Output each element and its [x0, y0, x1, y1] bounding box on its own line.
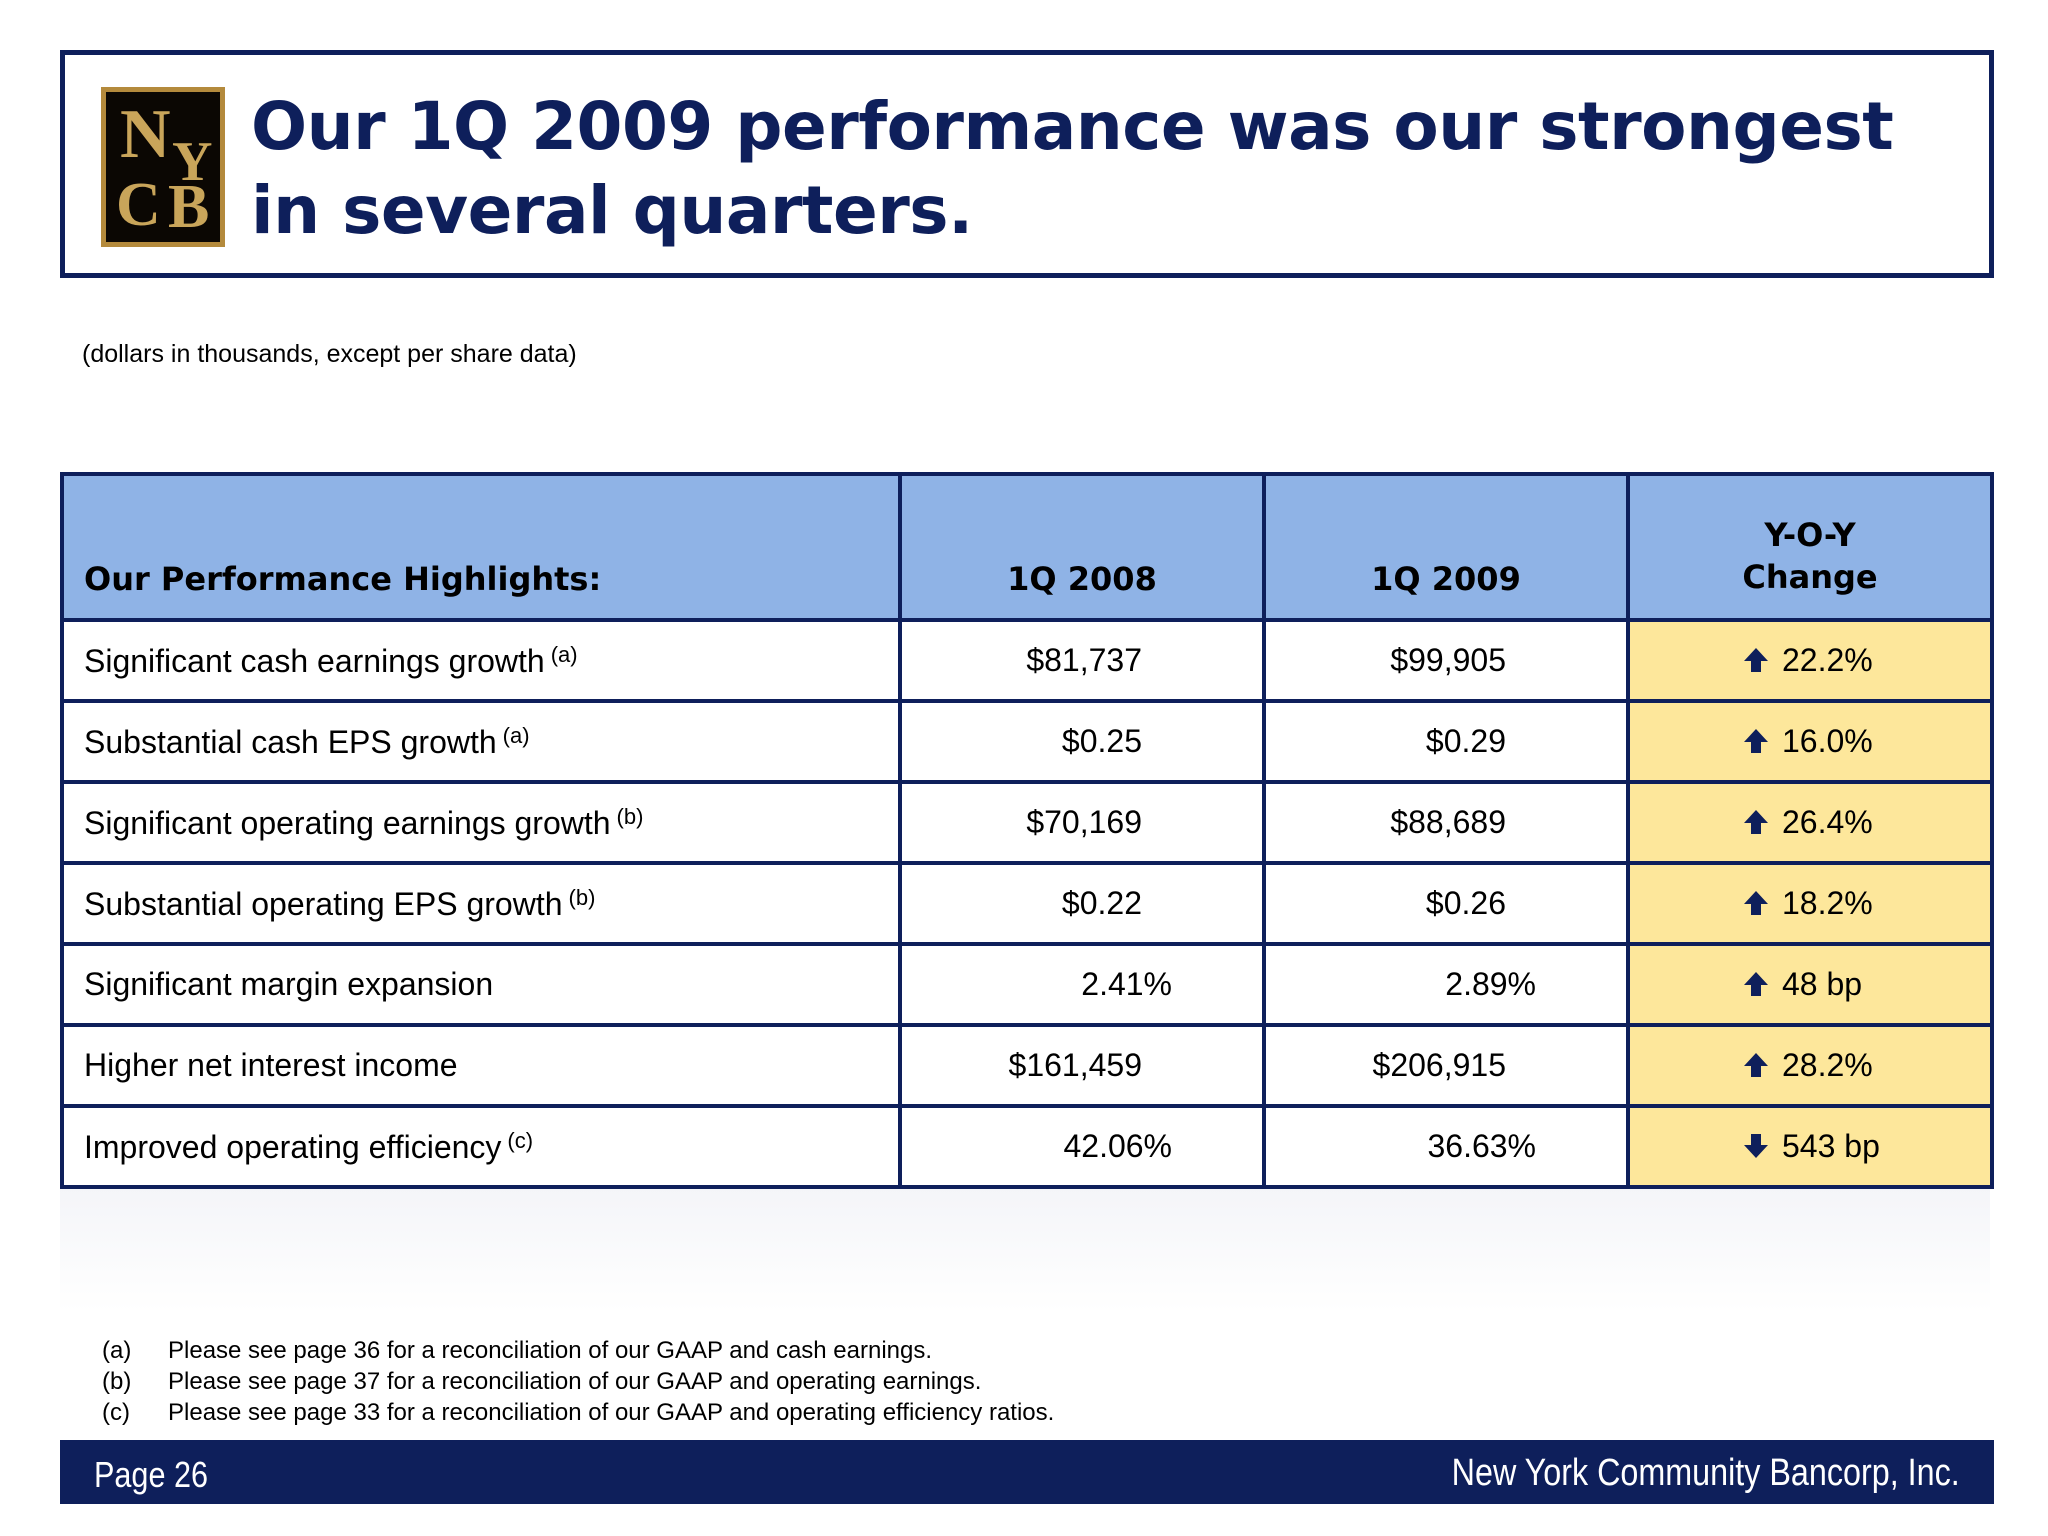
- yoy-change-value: 48 bp: [1782, 966, 1863, 1002]
- arrow-up-icon: [1744, 729, 1768, 753]
- table-row: Substantial operating EPS growth (b) $0.22…: [60, 861, 1994, 946]
- yoy-change-value: 18.2%: [1782, 885, 1873, 921]
- performance-table-wrapper: Our Performance Highlights: 1Q 2008 1Q 2…: [60, 472, 1994, 1189]
- table-row: Significant cash earnings growth (a) $81,7…: [60, 618, 1994, 703]
- value-q2008: $70,169: [898, 780, 1266, 865]
- header-1q2009: 1Q 2009: [1262, 472, 1630, 622]
- yoy-change-value: 26.4%: [1782, 804, 1873, 840]
- yoy-change: 22.2%: [1626, 618, 1994, 703]
- value-q2008: $81,737: [898, 618, 1266, 703]
- logo-letter-c: C: [116, 171, 161, 239]
- title-box: N Y C B Our 1Q 2009 performance was our …: [60, 50, 1994, 278]
- yoy-change: 18.2%: [1626, 861, 1994, 946]
- row-label: Significant operating earnings growth (b): [60, 780, 902, 865]
- footnote-ref: (b): [568, 884, 596, 910]
- page-number: Page 26: [94, 1454, 209, 1495]
- page-title: Our 1Q 2009 performance was our stronges…: [251, 88, 1894, 249]
- table-row: Higher net interest income $161,459 $206,9…: [60, 1023, 1994, 1108]
- arrow-up-icon: [1744, 648, 1768, 672]
- footnote-text: Please see page 36 for a reconciliation …: [168, 1337, 933, 1364]
- yoy-change: 26.4%: [1626, 780, 1994, 865]
- value-q2009: $88,689: [1262, 780, 1630, 865]
- value-q2009: $206,915: [1262, 1023, 1630, 1108]
- footnote-text: Please see page 33 for a reconciliation …: [168, 1399, 1055, 1426]
- row-label-text: Improved operating efficiency: [84, 1128, 502, 1165]
- table-row: Substantial cash EPS growth (a) $0.25 $0.29…: [60, 699, 1994, 784]
- row-label-text: Substantial operating EPS growth: [84, 885, 563, 922]
- row-label-text: Higher net interest income: [84, 1047, 458, 1083]
- row-label-text: Significant operating earnings growth: [84, 804, 611, 841]
- footnote-mark: (c): [102, 1399, 130, 1426]
- footnote-ref: (a): [502, 722, 530, 748]
- header-yoy-line2: Change: [1742, 558, 1878, 596]
- footnote-ref: (b): [616, 803, 644, 829]
- header-highlights: Our Performance Highlights:: [60, 472, 902, 622]
- arrow-up-icon: [1744, 810, 1768, 834]
- value-q2008: $0.22: [898, 861, 1266, 946]
- row-label: Substantial operating EPS growth (b): [60, 861, 902, 946]
- yoy-change: 543 bp: [1626, 1104, 1994, 1189]
- table-backdrop: [60, 1162, 1990, 1312]
- footnote: (c) Please see page 33 for a reconciliat…: [102, 1397, 1054, 1428]
- yoy-change: 48 bp: [1626, 942, 1994, 1027]
- value-q2009: 36.63%: [1262, 1104, 1630, 1189]
- row-label-text: Significant margin expansion: [84, 966, 494, 1002]
- table-row: Improved operating efficiency (c) 42.06% 36…: [60, 1104, 1994, 1189]
- header-yoy-change: Y-O-Y Change: [1626, 472, 1994, 622]
- value-q2009: $0.26: [1262, 861, 1630, 946]
- arrow-up-icon: [1744, 1053, 1768, 1077]
- row-label: Higher net interest income: [60, 1023, 902, 1108]
- yoy-change: 28.2%: [1626, 1023, 1994, 1108]
- value-q2009: 2.89%: [1262, 942, 1630, 1027]
- yoy-change-value: 28.2%: [1782, 1047, 1873, 1083]
- value-q2008: 2.41%: [898, 942, 1266, 1027]
- logo-letter-b: B: [168, 173, 210, 241]
- footnote-text: Please see page 37 for a reconciliation …: [168, 1368, 982, 1395]
- row-label: Improved operating efficiency (c): [60, 1104, 902, 1189]
- yoy-change-value: 543 bp: [1782, 1128, 1880, 1164]
- arrow-up-icon: [1744, 972, 1768, 996]
- value-q2009: $0.29: [1262, 699, 1630, 784]
- value-q2008: $0.25: [898, 699, 1266, 784]
- yoy-change-value: 22.2%: [1782, 642, 1873, 678]
- footnote-ref: (a): [550, 641, 578, 667]
- value-q2008: 42.06%: [898, 1104, 1266, 1189]
- yoy-change: 16.0%: [1626, 699, 1994, 784]
- footnote-ref: (c): [507, 1127, 534, 1153]
- table-row: Significant margin expansion 2.41% 2.89% 48…: [60, 942, 1994, 1027]
- company-name: New York Community Bancorp, Inc.: [1451, 1452, 1960, 1494]
- footnote-mark: (b): [102, 1368, 132, 1395]
- footnote-mark: (a): [102, 1337, 132, 1364]
- arrow-up-icon: [1744, 891, 1768, 915]
- value-q2009: $99,905: [1262, 618, 1630, 703]
- row-label-text: Significant cash earnings growth: [84, 642, 545, 679]
- row-label-text: Substantial cash EPS growth: [84, 723, 497, 760]
- table-header-row: Our Performance Highlights: 1Q 2008 1Q 2…: [60, 472, 1994, 622]
- ncb-logo: N Y C B: [101, 87, 225, 247]
- performance-table: Our Performance Highlights: 1Q 2008 1Q 2…: [60, 472, 1994, 1189]
- yoy-change-value: 16.0%: [1782, 723, 1873, 759]
- row-label: Significant margin expansion: [60, 942, 902, 1027]
- row-label: Substantial cash EPS growth (a): [60, 699, 902, 784]
- header-1q2008: 1Q 2008: [898, 472, 1266, 622]
- table-row: Significant operating earnings growth (b)…: [60, 780, 1994, 865]
- logo-letter-y: Y: [172, 131, 213, 193]
- footnote: (b) Please see page 37 for a reconciliat…: [102, 1366, 1054, 1397]
- footnote: (a) Please see page 36 for a reconciliat…: [102, 1335, 1054, 1366]
- logo-monogram: N Y C B: [106, 92, 220, 242]
- row-label: Significant cash earnings growth (a): [60, 618, 902, 703]
- arrow-down-icon: [1744, 1134, 1768, 1158]
- header-yoy-line1: Y-O-Y: [1764, 516, 1856, 554]
- units-note: (dollars in thousands, except per share …: [82, 340, 577, 368]
- footer-bar: Page 26 New York Community Bancorp, Inc.: [60, 1440, 1994, 1504]
- value-q2008: $161,459: [898, 1023, 1266, 1108]
- logo-letter-n: N: [120, 96, 171, 173]
- footnotes: (a) Please see page 36 for a reconciliat…: [102, 1335, 1054, 1428]
